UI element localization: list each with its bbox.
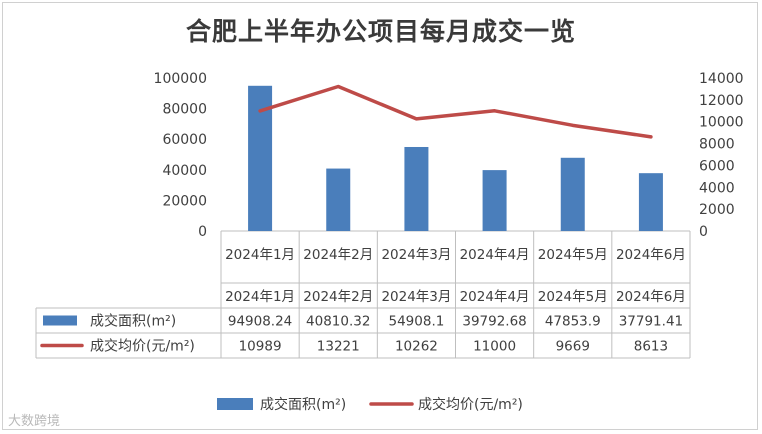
line-point — [649, 135, 653, 139]
table-data-cell: 40810.32 — [306, 314, 370, 330]
table-data-cell: 47853.9 — [545, 314, 601, 330]
y-left-tick-label: 60000 — [162, 132, 207, 148]
y-right-tick-label: 6000 — [699, 158, 735, 174]
y-right-tick-label: 0 — [699, 224, 708, 240]
x-tick-label: 2024年2月 — [303, 247, 373, 263]
bar — [560, 157, 585, 231]
bar — [248, 85, 273, 231]
y-left-tick-label: 80000 — [162, 102, 207, 118]
line-point — [258, 109, 262, 113]
y-left-tick-label: 40000 — [162, 163, 207, 179]
table-data-cell: 10989 — [239, 339, 282, 355]
table-row-label: 成交面积(m²) — [90, 313, 176, 330]
y-right-tick-label: 8000 — [699, 137, 735, 153]
table-data-cell: 10262 — [395, 339, 438, 355]
table-header-cell: 2024年5月 — [538, 289, 608, 305]
price-line — [258, 84, 653, 139]
legend-key-bar — [217, 398, 253, 410]
y-right-tick-label: 4000 — [699, 180, 735, 196]
table-data-cell: 54908.1 — [389, 314, 445, 330]
table-data-cell: 39792.68 — [462, 314, 526, 330]
watermark-text: 大数跨境 — [8, 414, 61, 429]
table-header-cell: 2024年3月 — [381, 289, 451, 305]
line-point — [493, 109, 497, 113]
bar — [482, 170, 507, 231]
chart-title: 合肥上半年办公项目每月成交一览 — [185, 17, 576, 46]
table-data-cell: 11000 — [473, 339, 516, 355]
line-point — [414, 117, 418, 121]
table-data-cell: 8613 — [634, 339, 668, 355]
table-data-cell: 94908.24 — [228, 314, 292, 330]
table-header-cell: 2024年4月 — [460, 289, 530, 305]
bar — [326, 168, 351, 231]
y-right-tick-label: 14000 — [699, 71, 744, 87]
bar — [404, 146, 429, 231]
table-data-cell: 13221 — [317, 339, 360, 355]
table-data-cell: 9669 — [556, 339, 590, 355]
table-header-cell: 2024年6月 — [616, 289, 686, 305]
x-tick-label: 2024年1月 — [225, 247, 295, 263]
table-legend-key-bar — [43, 315, 77, 326]
x-tick-label: 2024年6月 — [616, 247, 686, 263]
y-right-tick-label: 12000 — [699, 93, 744, 109]
table-row-label: 成交均价(元/m²) — [90, 338, 195, 355]
x-tick-label: 2024年5月 — [538, 247, 608, 263]
table-header-cell: 2024年2月 — [303, 289, 373, 305]
chart-frame — [2, 2, 758, 430]
y-left-tick-label: 100000 — [154, 71, 207, 87]
y-right-tick-label: 2000 — [699, 202, 735, 218]
y-left-tick-label: 20000 — [162, 193, 207, 209]
y-left-tick-label: 0 — [198, 224, 207, 240]
table-data-cell: 37791.41 — [619, 314, 683, 330]
x-tick-label: 2024年4月 — [460, 247, 530, 263]
line-point — [571, 123, 575, 127]
x-tick-label: 2024年3月 — [381, 247, 451, 263]
legend-label: 成交均价(元/m²) — [418, 396, 523, 413]
legend-label: 成交面积(m²) — [260, 396, 346, 413]
line-point — [336, 85, 340, 89]
bar — [638, 173, 663, 231]
table-header-cell: 2024年1月 — [225, 289, 295, 305]
y-right-tick-label: 10000 — [699, 115, 744, 131]
